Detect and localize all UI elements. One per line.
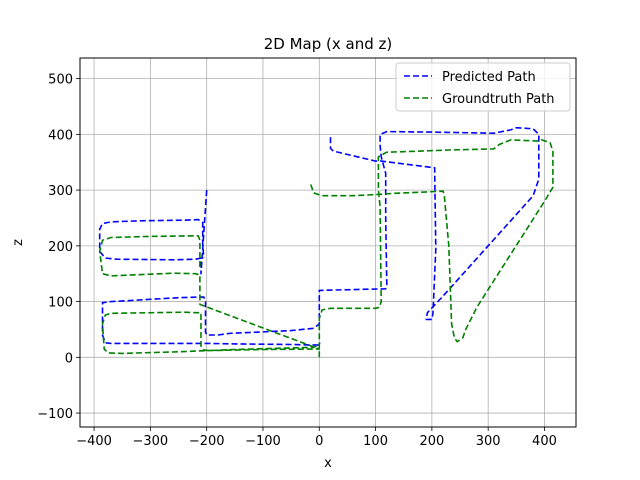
legend-label-1: Predicted Path bbox=[442, 70, 536, 85]
series-layer bbox=[98, 126, 554, 358]
y-tick-label: −100 bbox=[37, 407, 73, 422]
plot-frame bbox=[79, 57, 577, 428]
y-axis-label: z bbox=[11, 239, 26, 246]
y-tick-label: 500 bbox=[48, 73, 73, 88]
x-tick-label: −200 bbox=[189, 434, 225, 449]
series-line-1-part-1 bbox=[101, 126, 540, 346]
x-tick-label: 300 bbox=[476, 434, 501, 449]
legend-box bbox=[395, 62, 571, 112]
x-tick-label: −300 bbox=[133, 434, 169, 449]
series-line-2-part-1 bbox=[310, 139, 554, 358]
x-tick-label: 200 bbox=[419, 434, 444, 449]
series-line-1-part-2 bbox=[98, 190, 208, 275]
y-tick-label: 400 bbox=[48, 128, 73, 143]
y-tick-label: 100 bbox=[48, 296, 73, 311]
y-tick-label: 0 bbox=[65, 351, 73, 366]
x-tick-label: 400 bbox=[532, 434, 557, 449]
x-tick-label: 100 bbox=[363, 434, 388, 449]
x-tick-label: 0 bbox=[315, 434, 323, 449]
ticks: −400 −300 −200 −100 0 100 200 300 400 −100 0 100 200… bbox=[37, 73, 557, 449]
y-tick-label: 200 bbox=[48, 240, 73, 255]
legend-label-2: Groundtruth Path bbox=[442, 92, 555, 107]
x-axis-label: x bbox=[324, 456, 332, 471]
x-tick-label: −100 bbox=[245, 434, 281, 449]
grid bbox=[80, 58, 576, 427]
series-line-2-part-2 bbox=[98, 235, 321, 355]
legend: Predicted Path Groundtruth Path bbox=[395, 62, 571, 112]
x-tick-label: −400 bbox=[76, 434, 112, 449]
chart-title: 2D Map (x and z) bbox=[264, 35, 393, 53]
y-tick-label: 300 bbox=[48, 184, 73, 199]
